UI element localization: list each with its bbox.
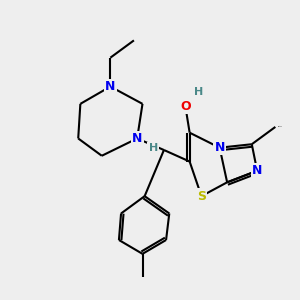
- Text: methyl: methyl: [278, 126, 282, 127]
- Text: N: N: [105, 80, 116, 93]
- Text: O: O: [180, 100, 191, 113]
- Text: H: H: [194, 87, 203, 97]
- Text: N: N: [214, 141, 225, 154]
- Text: N: N: [132, 132, 142, 145]
- Text: N: N: [252, 164, 262, 177]
- Text: S: S: [197, 190, 206, 203]
- Text: H: H: [148, 143, 158, 153]
